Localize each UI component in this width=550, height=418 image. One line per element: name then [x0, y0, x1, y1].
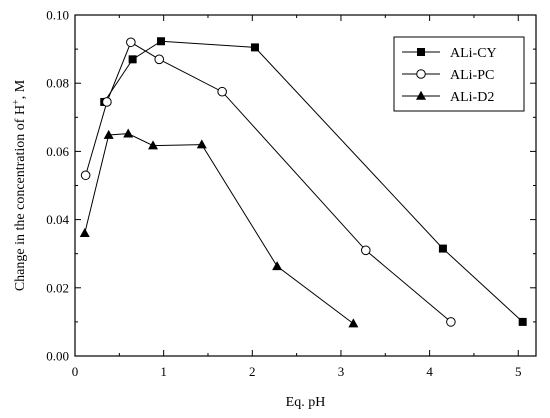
- y-axis-title-unit: , M: [13, 79, 28, 99]
- series-ali-d2: [79, 128, 359, 328]
- legend-item: ALi-D2: [402, 90, 494, 105]
- x-tick-label: 5: [515, 364, 522, 379]
- data-point: [518, 317, 527, 326]
- x-axis-title: Eq. pH: [286, 395, 326, 410]
- data-point: [217, 86, 227, 97]
- x-tick-label: 4: [426, 364, 433, 379]
- data-point: [272, 261, 283, 271]
- series-line: [84, 133, 354, 325]
- data-point: [80, 170, 91, 181]
- y-tick-label: 0.06: [46, 144, 69, 159]
- data-point: [128, 55, 137, 64]
- plot-area-frame: [74, 14, 537, 357]
- x-tick-label: 3: [338, 364, 345, 379]
- legend: ALi-CY ALi-PC ALi-D2: [393, 36, 525, 112]
- x-tick-label: 0: [72, 364, 79, 379]
- legend-item: ALi-PC: [402, 68, 494, 83]
- data-point: [446, 317, 456, 327]
- legend-label: ALi-PC: [450, 68, 494, 83]
- legend-label: ALi-D2: [450, 90, 494, 105]
- data-point: [148, 140, 159, 150]
- data-point: [103, 129, 114, 139]
- data-point: [196, 139, 207, 149]
- data-point: [79, 228, 90, 238]
- legend-item: ALi-CY: [402, 46, 497, 61]
- y-axis-title-superscript: +: [11, 99, 22, 105]
- legend-marker: [417, 48, 425, 56]
- legend-label: ALi-CY: [450, 46, 497, 61]
- x-tick-label: 2: [249, 364, 256, 379]
- data-point: [360, 245, 371, 256]
- data-point: [156, 37, 165, 46]
- y-axis-title-main: Change in the concentration of H: [13, 105, 28, 291]
- y-axis-title: Change in the concentration of H+, M: [11, 79, 29, 291]
- tick-labels: 0 1 2 3 4 5 0.00 0.02 0.04 0.06 0.08 0.10: [46, 8, 521, 380]
- data-point: [348, 318, 359, 328]
- series-ali-pc: [80, 37, 456, 327]
- x-tick-label: 1: [160, 364, 167, 379]
- data-point: [154, 54, 165, 65]
- legend-marker: [416, 69, 426, 79]
- y-tick-label: 0.02: [46, 280, 69, 295]
- data-point: [250, 43, 259, 52]
- y-tick-label: 0.00: [46, 349, 69, 364]
- series-line: [103, 40, 524, 323]
- y-tick-label: 0.10: [46, 8, 69, 23]
- data-point: [438, 244, 447, 253]
- legend-items: ALi-CY ALi-PC ALi-D2: [402, 46, 497, 105]
- data-point: [123, 128, 134, 138]
- y-tick-label: 0.04: [46, 212, 69, 227]
- data-point: [102, 97, 112, 107]
- series-layer: [79, 37, 527, 328]
- y-tick-label: 0.08: [46, 76, 69, 91]
- legend-marker: [416, 90, 426, 100]
- data-point: [126, 37, 136, 48]
